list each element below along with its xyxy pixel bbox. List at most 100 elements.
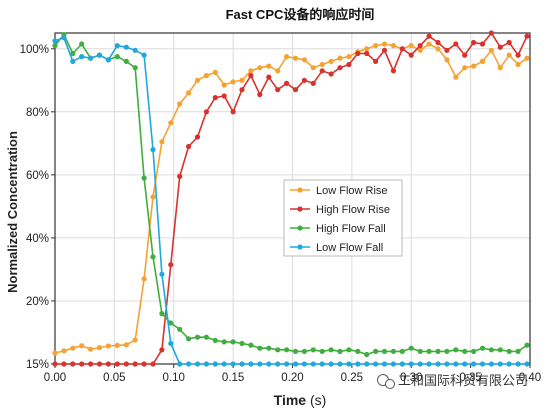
data-point-high-flow-fall [292,348,299,354]
data-point-low-flow-fall [168,340,174,347]
data-point-high-flow-rise [506,39,512,46]
data-point-high-flow-fall [230,339,236,345]
data-point-high-flow-fall [284,347,290,353]
legend-swatch-marker [297,244,303,250]
series-high-flow-fall [52,31,530,358]
data-point-low-flow-fall [230,361,236,367]
data-point-low-flow-rise [497,65,503,71]
data-point-low-flow-fall [444,361,450,367]
legend-swatch-marker [297,225,303,231]
data-point-high-flow-fall [301,348,307,354]
data-point-low-flow-rise [417,47,423,53]
data-point-low-flow-rise [337,55,343,61]
watermark-text: 工和国际科贸有限公司 [398,373,528,388]
data-point-high-flow-fall [194,334,201,340]
data-point-high-flow-rise [390,68,396,74]
data-point-high-flow-fall [310,347,316,353]
data-point-low-flow-rise [471,63,477,69]
data-point-low-flow-rise [132,337,138,343]
data-point-low-flow-rise [462,65,468,71]
legend-label: High Flow Rise [316,204,390,216]
data-point-high-flow-rise [132,361,138,367]
y-axis-ticks: 15% 20% 40% 60% 80% 100% [20,44,55,371]
data-point-high-flow-fall [355,348,361,354]
data-point-low-flow-rise [141,276,147,282]
data-point-high-flow-rise [186,143,192,150]
data-point-low-flow-rise [203,73,209,79]
data-point-low-flow-rise [257,65,263,71]
data-point-high-flow-rise [266,74,272,80]
data-point-high-flow-rise [426,33,432,39]
x-tick-label: 0.25 [341,372,363,384]
data-point-low-flow-fall [123,44,129,50]
data-point-low-flow-fall [132,47,138,53]
data-point-low-flow-rise [61,348,67,354]
data-point-low-flow-rise [168,120,174,126]
data-point-high-flow-rise [328,71,334,77]
y-tick-label: 20% [26,296,49,308]
data-point-low-flow-fall [88,55,94,61]
data-point-high-flow-rise [497,44,503,50]
legend: Low Flow Rise High Flow Rise High Flow Fal… [283,179,403,257]
data-point-low-flow-fall [105,57,111,63]
data-point-low-flow-fall [471,361,477,367]
watermark: 工和国际科贸有限公司 [377,373,528,389]
data-point-low-flow-fall [364,361,370,367]
data-point-high-flow-rise [114,361,120,367]
data-point-low-flow-fall [328,361,334,367]
data-point-low-flow-fall [488,361,494,367]
data-point-low-flow-fall [462,361,468,367]
data-point-low-flow-fall [61,35,67,41]
data-point-high-flow-rise [301,77,307,83]
data-point-low-flow-fall [337,361,343,367]
data-point-high-flow-fall [515,348,521,354]
data-point-high-flow-rise [221,93,227,99]
data-point-low-flow-rise [346,54,352,60]
data-point-low-flow-fall [70,58,76,64]
data-point-high-flow-rise [319,68,325,74]
data-point-low-flow-rise [177,101,183,107]
data-point-high-flow-rise [381,47,388,53]
data-point-low-flow-rise [301,57,307,63]
data-point-low-flow-rise [194,77,201,83]
data-point-high-flow-rise [203,109,209,115]
data-point-high-flow-rise [96,361,103,367]
series-high-flow-rise [52,30,530,367]
series-low-flow-rise [52,41,530,356]
data-point-high-flow-fall [132,65,138,71]
data-point-high-flow-rise [177,173,183,179]
data-point-high-flow-rise [275,87,281,93]
data-point-high-flow-rise [408,52,414,58]
x-axis-unit: (s) [310,392,326,408]
data-point-low-flow-fall [497,361,503,367]
data-point-high-flow-rise [515,52,521,58]
data-point-high-flow-fall [471,348,477,354]
data-point-low-flow-fall [292,361,299,367]
data-point-high-flow-fall [319,348,325,354]
data-point-low-flow-rise [159,139,165,145]
data-point-low-flow-fall [141,52,147,58]
wechat-icon [377,374,395,389]
data-point-low-flow-rise [96,345,103,351]
data-point-high-flow-fall [177,326,183,332]
data-point-low-flow-fall [266,361,272,367]
data-point-high-flow-fall [266,345,272,351]
data-point-high-flow-rise [230,109,236,115]
y-axis-label: Normalized Concentration [5,131,20,293]
data-point-low-flow-fall [248,361,254,367]
data-point-low-flow-fall [239,361,245,367]
data-point-high-flow-rise [417,43,423,49]
data-point-high-flow-rise [479,41,486,47]
data-point-low-flow-fall [79,54,85,60]
data-point-high-flow-fall [453,347,459,353]
y-tick-label: 100% [20,44,49,56]
data-point-low-flow-fall [408,361,414,367]
data-point-low-flow-fall [203,361,209,367]
data-point-low-flow-fall [194,361,201,367]
data-point-high-flow-fall [168,320,174,326]
legend-label: Low Flow Rise [316,185,388,197]
data-point-low-flow-rise [506,52,512,58]
data-point-high-flow-rise [346,61,352,68]
data-point-low-flow-fall [453,361,459,367]
